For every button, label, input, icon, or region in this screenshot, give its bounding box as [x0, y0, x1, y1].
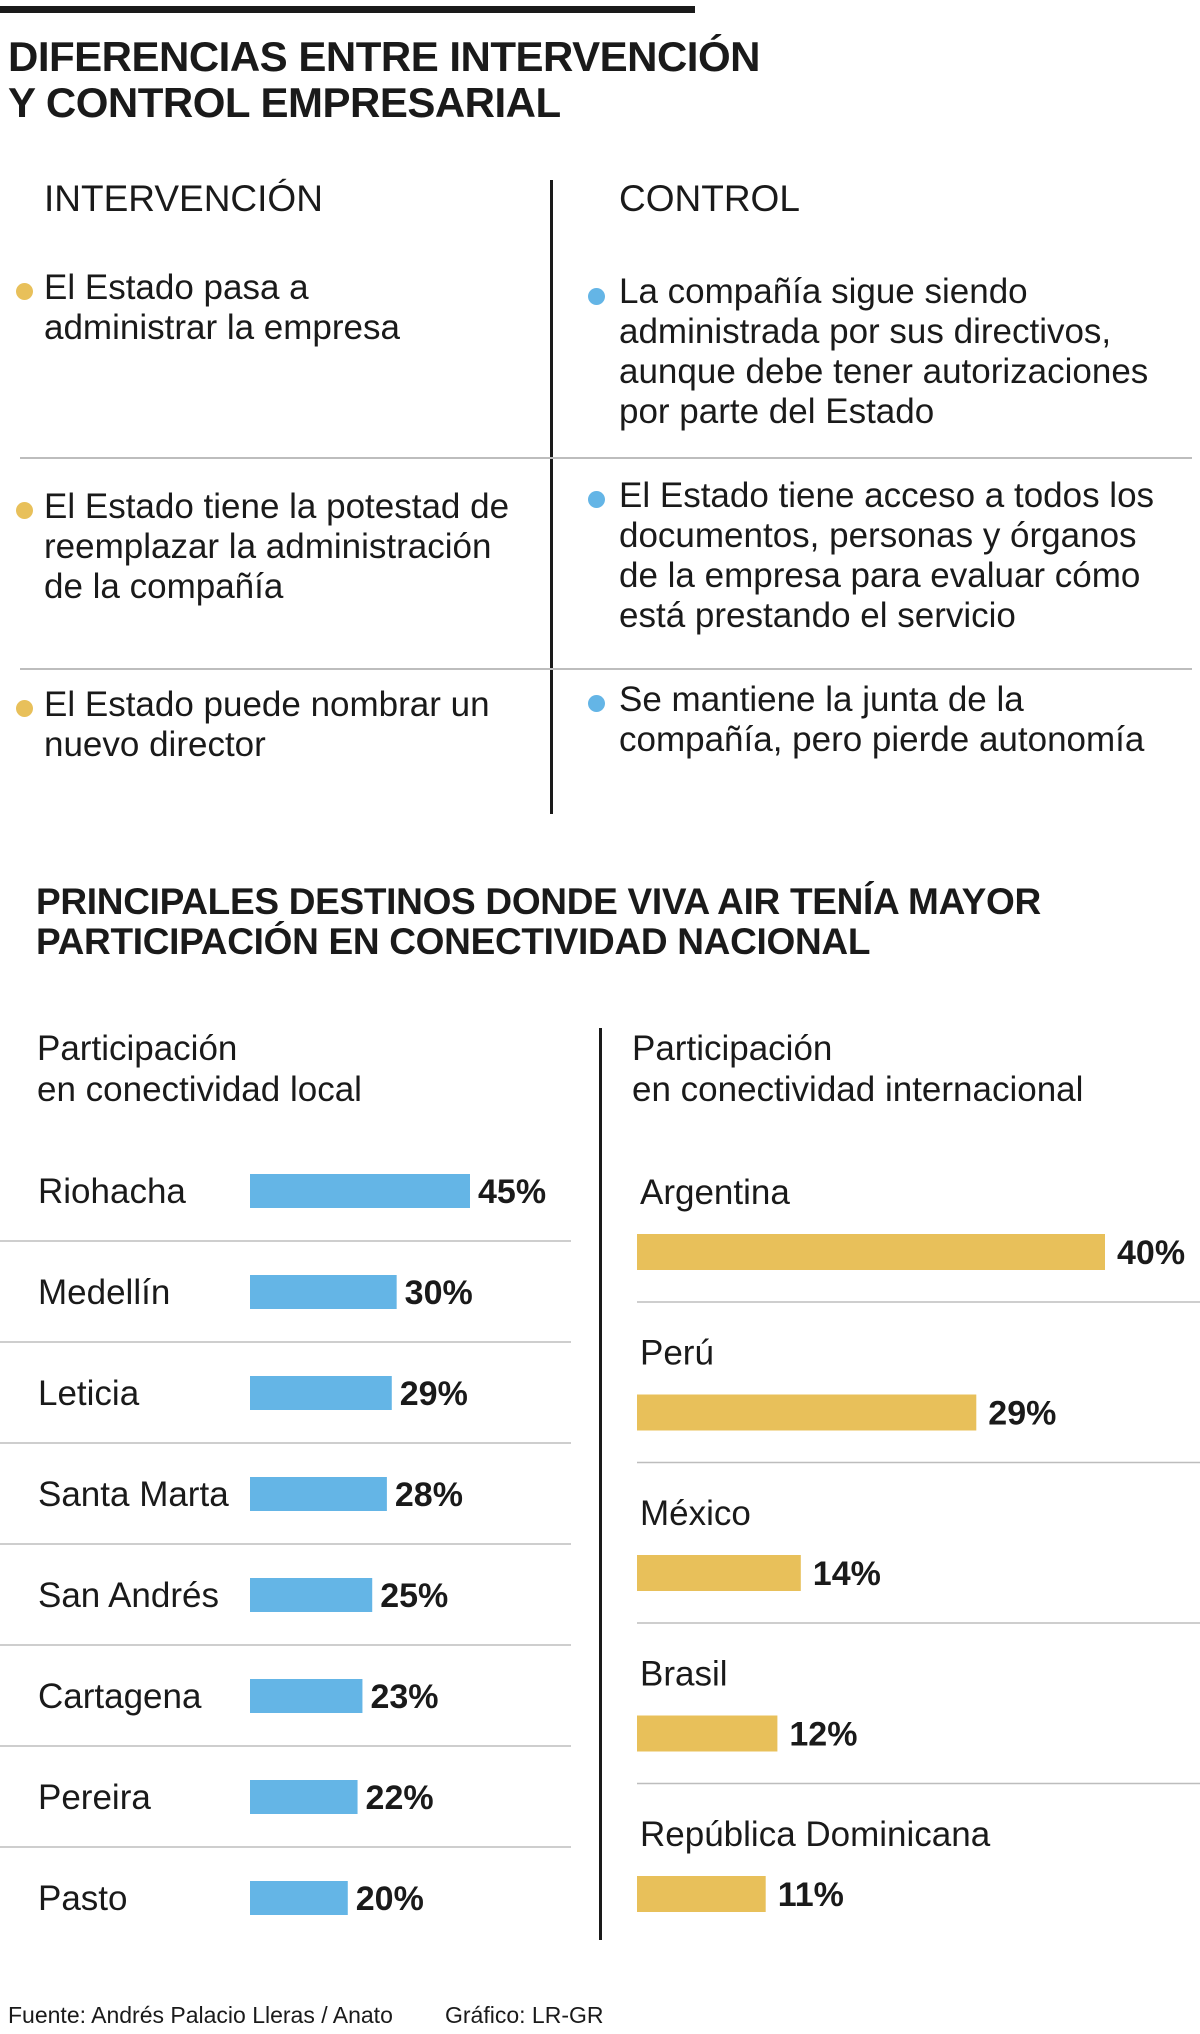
value-label: 12% [789, 1716, 857, 1754]
intervencion-item: El Estado pasa a administrar la empresa [44, 268, 400, 348]
item-line: El Estado puede nombrar un [44, 685, 490, 724]
yellow-bullet-icon [16, 283, 33, 300]
item-line: de la empresa para evaluar cómo [619, 556, 1141, 595]
control-item: La compañía sigue siendo administrada po… [619, 272, 1148, 432]
bar [250, 1578, 373, 1612]
category-label: Santa Marta [38, 1475, 229, 1514]
category-label: Cartagena [38, 1677, 202, 1716]
charts-divider [599, 1028, 602, 1940]
control-heading: CONTROL [619, 178, 800, 219]
value-label: 29% [400, 1375, 468, 1413]
source-note: Fuente: Andrés Palacio Lleras / Anato [8, 2002, 393, 2028]
item-line: Se mantiene la junta de la [619, 680, 1024, 719]
row-divider [20, 457, 1192, 459]
blue-bullet-icon [588, 288, 605, 305]
international-bar-chart: Argentina 40% Perú 29% México 14% Brasil 12% Rep… [637, 1173, 1200, 1914]
local-bar-chart: Riohacha 45% Medellín 30% Leticia 29% Santa Ma… [0, 1172, 571, 1918]
item-line: aunque debe tener autorizaciones [619, 352, 1149, 391]
bar [250, 1275, 397, 1309]
value-label: 20% [356, 1880, 424, 1918]
category-label: República Dominicana [640, 1815, 991, 1854]
chart-title-line: en conectividad local [37, 1070, 362, 1109]
blue-bullet-icon [588, 695, 605, 712]
local-chart-title: Participación en conectividad local [37, 1028, 362, 1110]
row-divider [20, 668, 1192, 670]
item-line: documentos, personas y órganos [619, 516, 1137, 555]
category-label: San Andrés [38, 1576, 219, 1615]
item-line: reemplazar la administración [44, 527, 492, 566]
item-line: administrar la empresa [44, 308, 400, 347]
category-label: Medellín [38, 1273, 170, 1312]
value-label: 11% [778, 1876, 844, 1914]
chart-title-line: en conectividad internacional [632, 1070, 1084, 1109]
item-line: El Estado pasa a [44, 268, 309, 307]
item-line: compañía, pero pierde autonomía [619, 720, 1145, 759]
bar [250, 1174, 470, 1208]
item-line: de la compañía [44, 567, 284, 606]
control-item: Se mantiene la junta de la compañía, per… [619, 680, 1144, 760]
intervencion-heading: INTERVENCIÓN [44, 178, 323, 219]
graphic-credit: Gráfico: LR-GR [445, 2002, 604, 2028]
page-title-line: Y CONTROL EMPRESARIAL [8, 79, 561, 126]
value-label: 28% [395, 1476, 463, 1514]
bar [250, 1376, 392, 1410]
chart-title-line: Participación [632, 1029, 833, 1068]
yellow-bullet-icon [16, 502, 33, 519]
item-line: por parte del Estado [619, 392, 935, 431]
bar [250, 1679, 363, 1713]
category-label: Perú [640, 1334, 714, 1373]
item-line: nuevo director [44, 725, 266, 764]
category-label: México [640, 1494, 751, 1533]
item-line: está prestando el servicio [619, 596, 1016, 635]
category-label: Pasto [38, 1879, 128, 1918]
value-label: 14% [813, 1555, 881, 1593]
category-label: Brasil [640, 1655, 728, 1694]
value-label: 29% [988, 1395, 1056, 1433]
control-item: El Estado tiene acceso a todos los docum… [619, 476, 1154, 636]
category-label: Leticia [38, 1374, 140, 1413]
value-label: 40% [1117, 1234, 1185, 1272]
comparison-divider [550, 180, 553, 814]
bar [637, 1394, 977, 1431]
bar [637, 1876, 766, 1912]
intervencion-item: El Estado tiene la potestad de reemplaza… [44, 487, 509, 607]
section-title-line: PARTICIPACIÓN EN CONECTIVIDAD NACIONAL [36, 921, 871, 962]
bar [250, 1477, 387, 1511]
category-label: Argentina [640, 1173, 790, 1212]
bar [637, 1715, 778, 1752]
bar [250, 1881, 348, 1915]
international-chart-title: Participación en conectividad internacio… [632, 1028, 1083, 1110]
item-line: administrada por sus directivos, [619, 312, 1112, 351]
intervencion-item: El Estado puede nombrar un nuevo directo… [44, 685, 490, 765]
bar [637, 1555, 801, 1591]
section-title-line: PRINCIPALES DESTINOS DONDE VIVA AIR TENÍ… [36, 881, 1041, 922]
bar [637, 1234, 1105, 1270]
chart-title-line: Participación [37, 1029, 238, 1068]
value-label: 30% [405, 1274, 473, 1312]
page-title: DIFERENCIAS ENTRE INTERVENCIÓN Y CONTROL… [8, 34, 760, 126]
page-title-line: DIFERENCIAS ENTRE INTERVENCIÓN [8, 33, 760, 80]
item-line: El Estado tiene acceso a todos los [619, 476, 1155, 515]
value-label: 23% [370, 1678, 438, 1716]
yellow-bullet-icon [16, 700, 33, 717]
top-rule [0, 6, 695, 13]
value-label: 22% [366, 1779, 434, 1817]
category-label: Pereira [38, 1778, 151, 1817]
item-line: La compañía sigue siendo [619, 272, 1028, 311]
value-label: 25% [380, 1577, 448, 1615]
section-title: PRINCIPALES DESTINOS DONDE VIVA AIR TENÍ… [36, 882, 1041, 962]
item-line: El Estado tiene la potestad de [44, 487, 510, 526]
bar [250, 1780, 358, 1814]
value-label: 45% [478, 1173, 546, 1211]
blue-bullet-icon [588, 491, 605, 508]
category-label: Riohacha [38, 1172, 186, 1211]
